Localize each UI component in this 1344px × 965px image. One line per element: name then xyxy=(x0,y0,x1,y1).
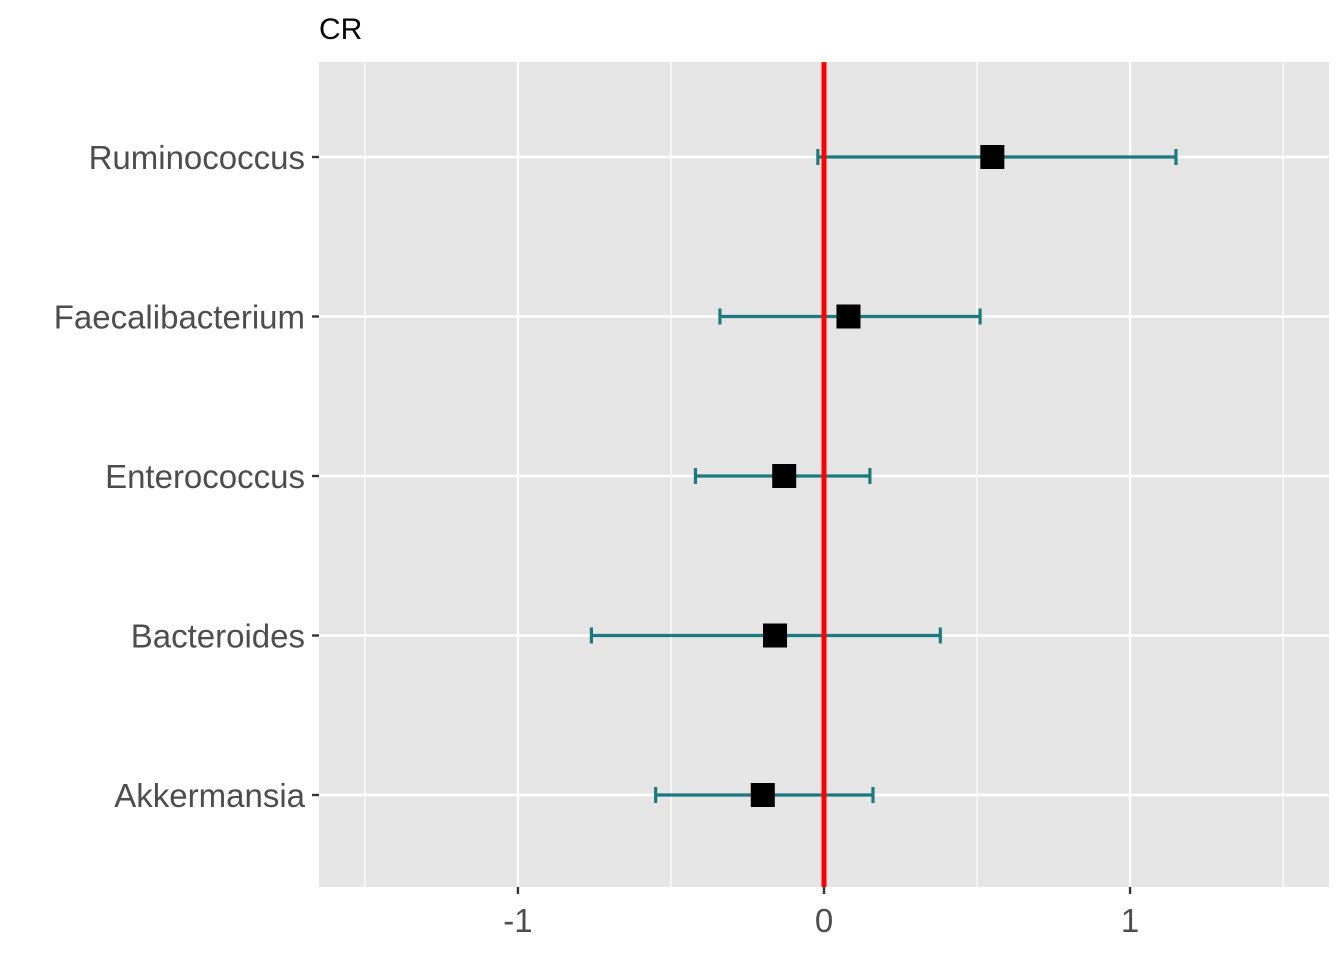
estimate-point-akkermansia xyxy=(750,783,775,807)
chart-title: CR xyxy=(319,13,362,46)
x-tick-label: 0 xyxy=(815,902,833,939)
y-tick-label: Bacteroides xyxy=(131,618,305,655)
y-tick-label: Akkermansia xyxy=(114,777,305,814)
estimate-points xyxy=(750,145,1005,807)
x-axis: -1 0 1 xyxy=(503,887,1139,939)
y-tick-label: Enterococcus xyxy=(105,458,305,495)
y-tick-label: Ruminococcus xyxy=(89,139,305,176)
estimate-point-enterococcus xyxy=(772,464,797,488)
estimate-point-faecalibacterium xyxy=(836,304,861,329)
x-tick-label: -1 xyxy=(503,902,532,939)
y-tick-label: Faecalibacterium xyxy=(54,299,305,336)
minor-gridlines xyxy=(364,62,1284,887)
x-tick-label: 1 xyxy=(1121,902,1139,939)
estimate-point-bacteroides xyxy=(763,623,788,648)
y-axis: Ruminococcus Faecalibacterium Enterococcus… xyxy=(54,139,319,814)
estimate-point-ruminococcus xyxy=(980,145,1005,169)
